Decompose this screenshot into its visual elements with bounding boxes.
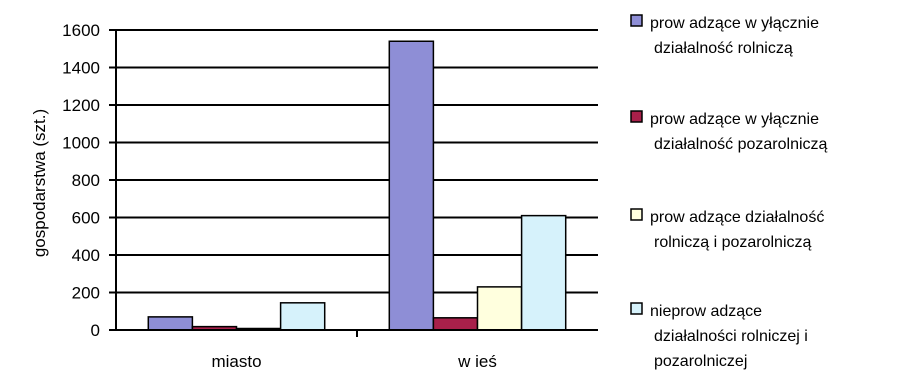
y-tick-label: 600 [72,209,100,228]
y-axis-title: gospodarstwa (szt.) [30,109,49,257]
bar [476,286,523,331]
legend-label: pozarolniczej [654,353,747,370]
x-category-labels: miasto w ieś [211,352,496,371]
legend-swatch [630,302,643,315]
legend-swatch [630,110,643,123]
legend-label: prow adzące w yłącznie [650,111,819,128]
bar [388,40,435,331]
legend-label: prow adzące działalność [650,209,824,226]
axes [109,29,598,337]
legend-label: rolniczą i pozarolniczą [654,234,812,251]
y-tick-label: 1000 [62,134,100,153]
bar [147,316,194,331]
x-category-label: w ieś [457,352,497,371]
legend-label: prow adzące w yłącznie [650,15,819,32]
gridlines [116,29,598,294]
bar [432,317,479,331]
y-tick-label: 800 [72,171,100,190]
x-category-label: miasto [211,352,261,371]
legend-label: działalność pozarolniczą [654,136,828,153]
legend: prow adzące w yłącznie działalność rolnic… [630,14,828,370]
legend-label: działalność rolniczą [654,40,793,57]
legend-label: nieprow adzące [650,303,762,320]
legend-swatch [630,14,643,27]
legend-swatch [630,208,643,221]
y-tick-labels: 0 200 400 600 800 1000 1200 1400 1600 [62,21,100,340]
y-tick-label: 1200 [62,96,100,115]
y-tick-label: 0 [91,321,100,340]
bar [279,302,326,331]
y-tick-label: 200 [72,284,100,303]
y-tick-label: 400 [72,246,100,265]
bars [147,40,567,331]
y-tick-label: 1400 [62,59,100,78]
bar [520,214,567,331]
y-tick-label: 1600 [62,21,100,40]
legend-label: działalności rolniczej i [654,328,808,345]
